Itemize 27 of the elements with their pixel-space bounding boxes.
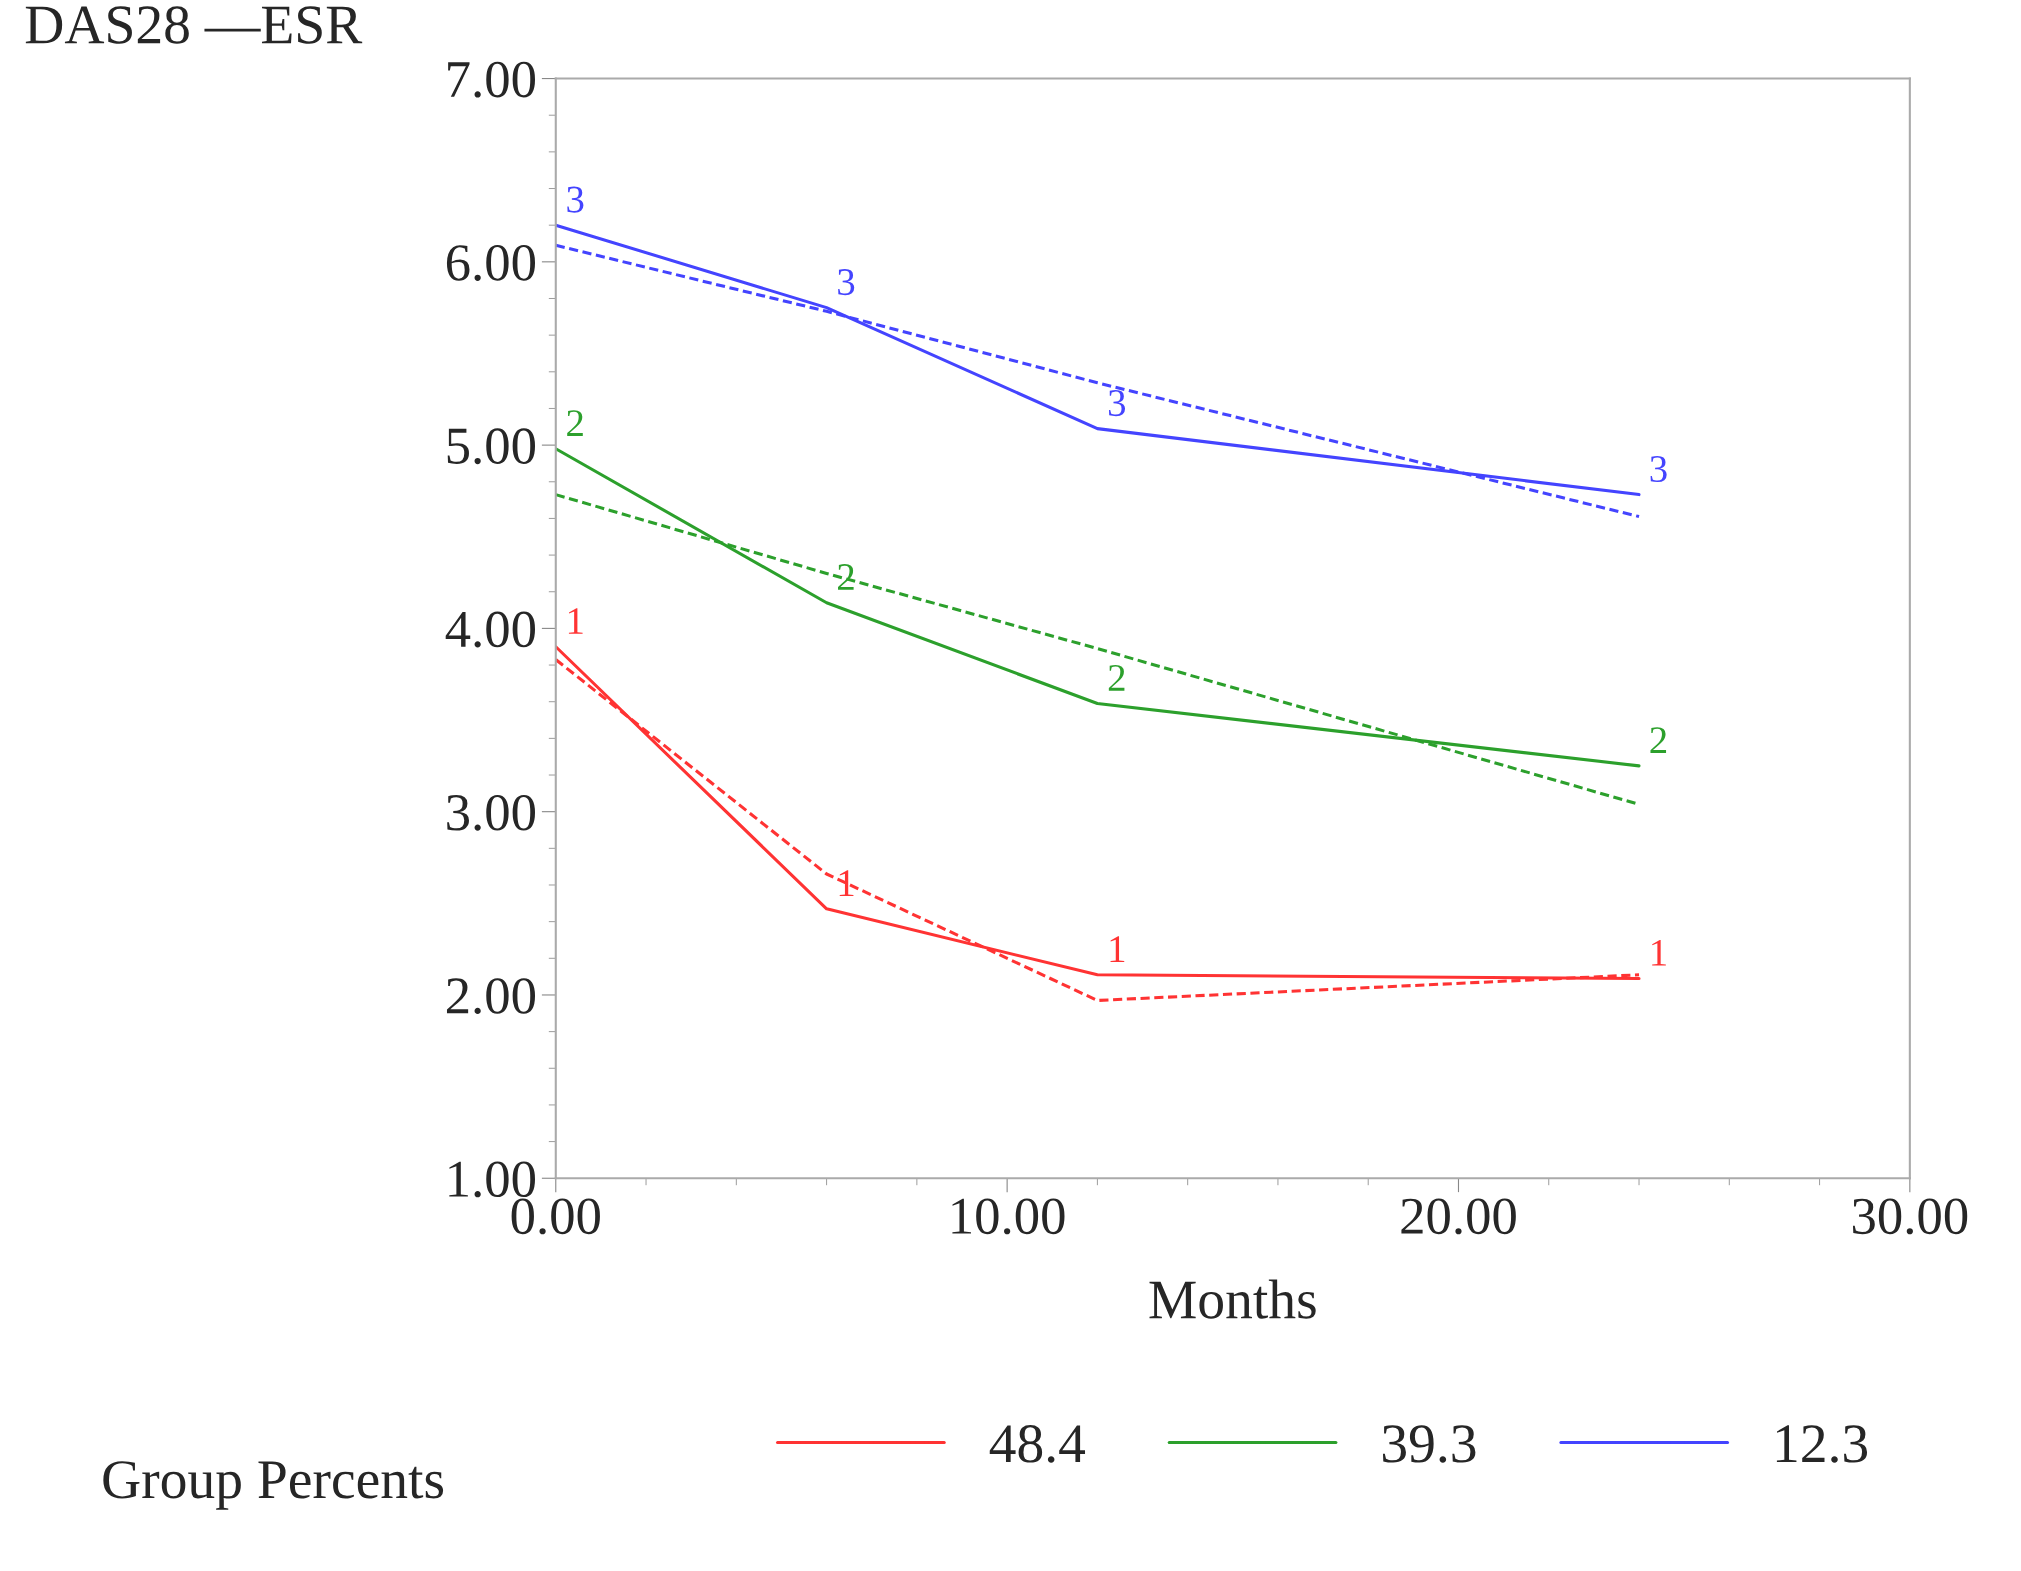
annotation: 2 (1108, 664, 1125, 691)
annotation: 1 (1110, 936, 1125, 962)
annotation: 1 (1652, 939, 1666, 966)
annotation: 2 (567, 410, 583, 436)
x-tick-label: 10.00 (952, 1198, 1065, 1235)
x-tick-label: 30.00 (1852, 1198, 1968, 1235)
y-axis-title: DAS28 —ESR (25, 6, 363, 44)
legend-label: 39.3 (1382, 1425, 1476, 1463)
y-tick-label: 5.00 (447, 428, 536, 465)
legend-title: Group Percents (103, 1461, 444, 1510)
y-tick-label: 4.00 (445, 611, 536, 648)
legend-label: 48.4 (989, 1425, 1086, 1463)
y-tick-label: 3.00 (447, 794, 536, 831)
y-tick-label: 2.00 (446, 978, 536, 1015)
y-tick-label: 1.00 (449, 1161, 536, 1198)
x-tick-label: 0.00 (511, 1198, 600, 1235)
y-tick-label: 7.00 (448, 61, 536, 98)
annotation: 1 (568, 608, 583, 634)
annotation: 3 (1650, 455, 1667, 483)
x-axis-title: Months (1149, 1279, 1316, 1319)
annotation: 3 (838, 269, 855, 296)
y-tick-label: 6.00 (446, 245, 536, 281)
legend-label: 12.3 (1776, 1425, 1868, 1463)
annotation: 3 (1108, 390, 1126, 417)
x-tick-label: 20.00 (1401, 1198, 1516, 1235)
annotation: 2 (1650, 727, 1667, 753)
annotation: 3 (567, 186, 584, 213)
